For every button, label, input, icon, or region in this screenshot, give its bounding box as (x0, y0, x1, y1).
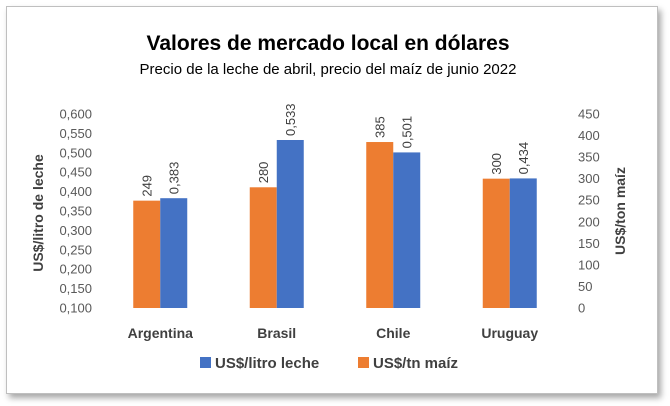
y-right-tick-label: 450 (578, 107, 600, 122)
y-left-tick-label: 0,400 (59, 184, 92, 199)
bar-corn-chile (366, 142, 394, 308)
x-category-label: Chile (376, 325, 410, 341)
data-label-corn: 300 (489, 153, 504, 175)
y-left-tick-label: 0,450 (59, 165, 92, 180)
bar-corn-brasil (249, 187, 277, 308)
chart-frame (6, 6, 658, 394)
x-category-label: Uruguay (481, 325, 538, 341)
bar-corn-uruguay (482, 178, 510, 308)
y-right-tick-label: 50 (578, 279, 592, 294)
y-right-tick-label: 250 (578, 193, 600, 208)
data-label-milk: 0,383 (166, 162, 181, 195)
y-left-tick-label: 0,200 (59, 262, 92, 277)
data-label-milk: 0,533 (283, 103, 298, 136)
y-right-tick-label: 300 (578, 171, 600, 186)
y-right-tick-label: 400 (578, 128, 600, 143)
data-label-corn: 249 (139, 175, 154, 197)
y-right-tick-label: 0 (578, 301, 585, 316)
y-right-tick-label: 150 (578, 236, 600, 251)
y-left-tick-label: 0,250 (59, 242, 92, 257)
y-left-tick-label: 0,300 (59, 223, 92, 238)
bar-corn-argentina (133, 200, 161, 308)
legend-swatch-corn (358, 357, 369, 368)
y-left-tick-label: 0,100 (59, 301, 92, 316)
x-category-label: Argentina (128, 325, 194, 341)
data-label-milk: 0,501 (399, 116, 414, 149)
bar-milk-argentina (160, 198, 188, 308)
legend-swatch-milk (200, 357, 211, 368)
data-label-corn: 385 (372, 116, 387, 138)
plot-area: 0,100 0,150 0,200 0,250 0,300 0,350 0,400 0,450… (59, 103, 599, 341)
y-right-tick-label: 100 (578, 257, 600, 272)
chart-title: Valores de mercado local en dólares (147, 32, 510, 55)
y-left-tick-label: 0,550 (59, 126, 92, 141)
y-right-axis-title: US$/ton maíz (612, 167, 628, 255)
legend-label-milk: US$/litro leche (215, 355, 319, 372)
bar-milk-chile (393, 152, 421, 308)
bar-milk-uruguay (509, 178, 537, 308)
y-left-axis-title: US$/litro de leche (30, 154, 46, 272)
y-left-tick-label: 0,500 (59, 145, 92, 160)
legend-label-corn: US$/tn maíz (373, 355, 458, 372)
y-left-tick-label: 0,350 (59, 204, 92, 219)
y-right-tick-label: 200 (578, 214, 600, 229)
y-left-tick-label: 0,150 (59, 281, 92, 296)
bar-milk-brasil (276, 139, 304, 308)
chart-subtitle: Precio de la leche de abril, precio del … (140, 61, 517, 78)
y-right-tick-label: 350 (578, 150, 600, 165)
legend: US$/litro leche US$/tn maíz (200, 355, 458, 372)
data-label-milk: 0,434 (516, 142, 531, 175)
y-left-tick-label: 0,600 (59, 107, 92, 122)
data-label-corn: 280 (256, 162, 271, 184)
x-category-label: Brasil (257, 325, 296, 341)
